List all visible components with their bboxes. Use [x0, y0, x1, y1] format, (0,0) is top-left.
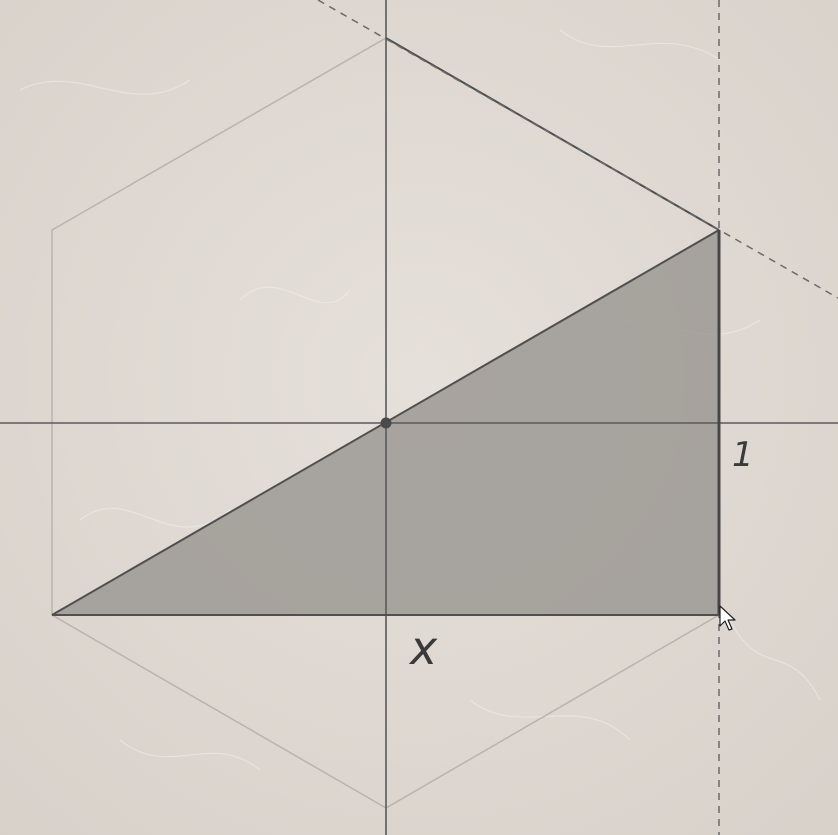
- hexagon-top-right-edge: [385, 37, 720, 231]
- label-base-side: x: [408, 621, 438, 675]
- mouse-pointer-icon: [719, 605, 736, 631]
- center-point-icon: [380, 417, 392, 429]
- dashed-edge-extension: [317, 0, 838, 299]
- label-vertical-side: 1: [732, 435, 754, 475]
